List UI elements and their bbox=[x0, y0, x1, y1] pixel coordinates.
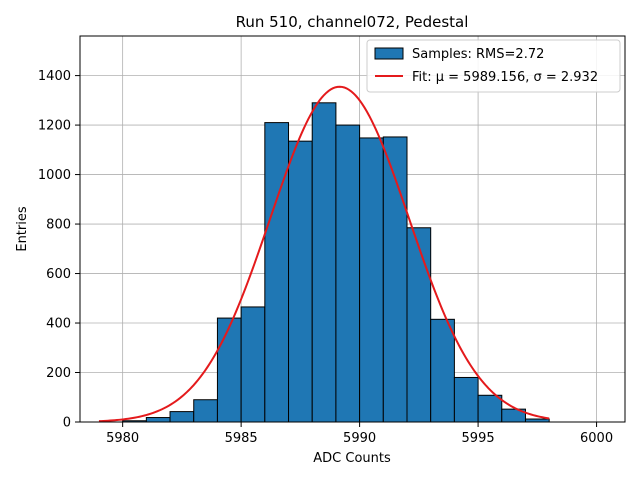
legend-fit-label: Fit: μ = 5989.156, σ = 2.932 bbox=[412, 70, 598, 85]
y-tick-label: 400 bbox=[46, 317, 71, 332]
x-tick-label: 5995 bbox=[462, 431, 495, 446]
chart-title: Run 510, channel072, Pedestal bbox=[236, 13, 469, 31]
legend-samples-label: Samples: RMS=2.72 bbox=[412, 47, 544, 62]
histogram-bar bbox=[288, 140, 313, 423]
histogram-bar bbox=[240, 306, 266, 423]
x-axis-ticks: 5980 5985 5990 5995 6000 bbox=[106, 422, 613, 446]
histogram-bar bbox=[216, 317, 242, 423]
histogram-bar bbox=[477, 394, 503, 423]
x-tick-label: 5990 bbox=[343, 431, 376, 446]
x-tick-label: 6000 bbox=[580, 431, 613, 446]
legend: Samples: RMS=2.72 Fit: μ = 5989.156, σ =… bbox=[366, 39, 621, 93]
histogram-bar bbox=[311, 102, 337, 423]
histogram-bar bbox=[359, 137, 384, 423]
x-axis-label: ADC Counts bbox=[313, 451, 391, 466]
histogram-bar bbox=[406, 227, 432, 423]
y-tick-label: 800 bbox=[46, 218, 71, 233]
y-tick-label: 200 bbox=[46, 366, 71, 381]
x-tick-label: 5985 bbox=[225, 431, 258, 446]
histogram-bar bbox=[145, 417, 171, 423]
y-tick-label: 600 bbox=[46, 267, 71, 282]
plot-frame bbox=[79, 35, 626, 423]
fit-curve bbox=[98, 85, 550, 423]
y-tick-label: 1200 bbox=[38, 119, 71, 134]
x-tick-label: 5980 bbox=[106, 431, 139, 446]
legend-box bbox=[366, 39, 621, 93]
y-tick-label: 1000 bbox=[38, 168, 71, 183]
y-axis-label: Entries bbox=[15, 206, 30, 252]
histogram-bar bbox=[335, 124, 361, 423]
histogram-bar bbox=[169, 411, 195, 423]
fit-curve-group bbox=[98, 85, 550, 423]
histogram-bar bbox=[453, 376, 479, 423]
y-axis-ticks: 0 200 400 600 800 1000 1200 1400 bbox=[38, 69, 80, 431]
histogram-bar bbox=[430, 318, 455, 423]
histogram-bar bbox=[193, 399, 218, 423]
legend-samples-patch bbox=[374, 47, 404, 60]
y-tick-label: 0 bbox=[63, 416, 71, 431]
y-tick-label: 1400 bbox=[38, 69, 71, 84]
histogram-bar bbox=[264, 122, 290, 423]
